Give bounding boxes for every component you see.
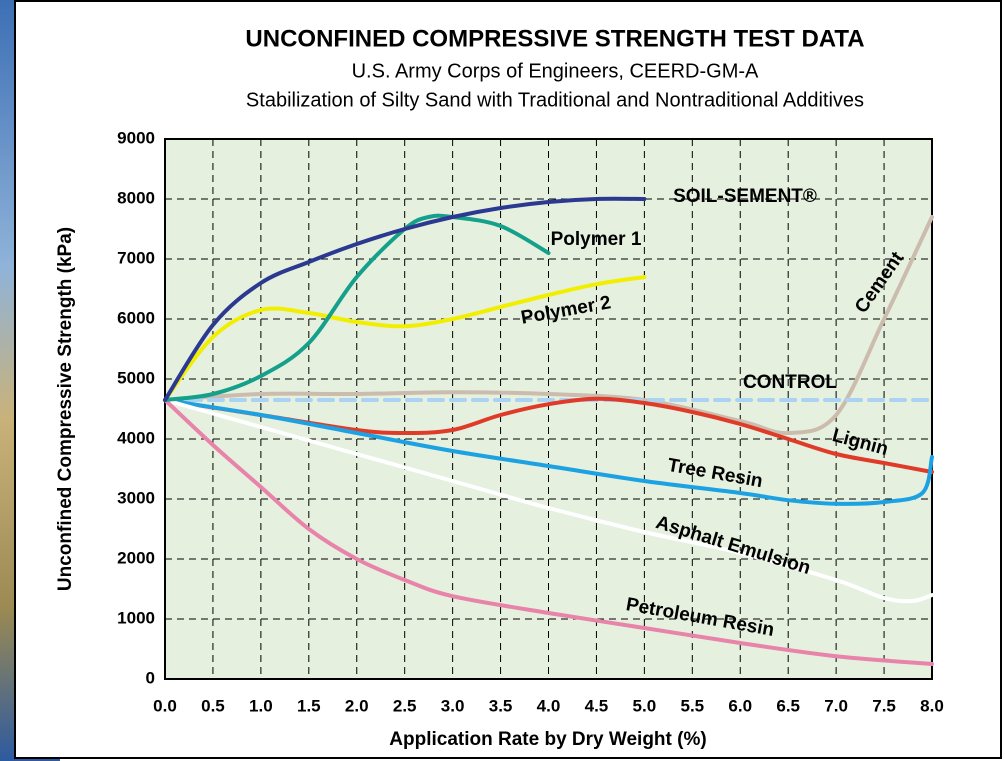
line [163,396,934,474]
x-tick-label: 4.0 [537,696,561,715]
x-tick-label: 7.5 [872,696,896,715]
series-label: CONTROL [743,372,837,393]
x-tick-label: 0.0 [153,696,177,715]
y-tick-label: 1000 [117,608,155,627]
y-tick-label: 0 [146,668,155,687]
y-tick-label: 4000 [117,428,155,447]
y-axis-label: Unconfined Compressive Strength (kPa) [55,227,76,591]
series-label: Polymer 1 [551,229,642,250]
x-tick-label: 6.0 [728,696,752,715]
x-tick-label: 6.5 [776,696,800,715]
line [163,398,934,506]
x-tick-label: 1.0 [249,696,273,715]
x-tick-label: 3.5 [489,696,513,715]
x-tick-label: 5.0 [633,696,657,715]
x-tick-label: 4.5 [585,696,609,715]
line [163,398,934,604]
subtitle: U.S. Army Corps of Engineers, CEERD-GM-A [352,60,759,82]
x-tick-label: 5.5 [680,696,704,715]
y-tick-label: 2000 [117,548,155,567]
y-tick-label: 9000 [117,128,155,147]
y-tick-label: 8000 [117,188,155,207]
chart-title: UNCONFINED COMPRESSIVE STRENGTH TEST DAT… [245,25,864,52]
x-tick-label: 8.0 [920,696,944,715]
y-tick-label: 7000 [117,248,155,267]
plot-frame [164,138,933,680]
line [163,215,934,436]
x-tick-label: 2.5 [393,696,417,715]
line [163,213,551,402]
subtitle: Stabilization of Silty Sand with Traditi… [246,89,864,111]
y-tick-label: 3000 [117,488,155,507]
line [163,196,647,402]
x-tick-label: 7.0 [824,696,848,715]
y-tick-label: 6000 [117,308,155,327]
x-tick-label: 0.5 [201,696,225,715]
line [163,398,934,666]
x-tick-label: 1.5 [297,696,321,715]
x-axis-label: Application Rate by Dry Weight (%) [389,729,706,750]
x-tick-label: 2.0 [345,696,369,715]
series-label: SOIL-SEMENT® [673,186,817,207]
line [163,275,647,402]
x-tick-label: 3.0 [441,696,465,715]
y-tick-label: 5000 [117,368,155,387]
